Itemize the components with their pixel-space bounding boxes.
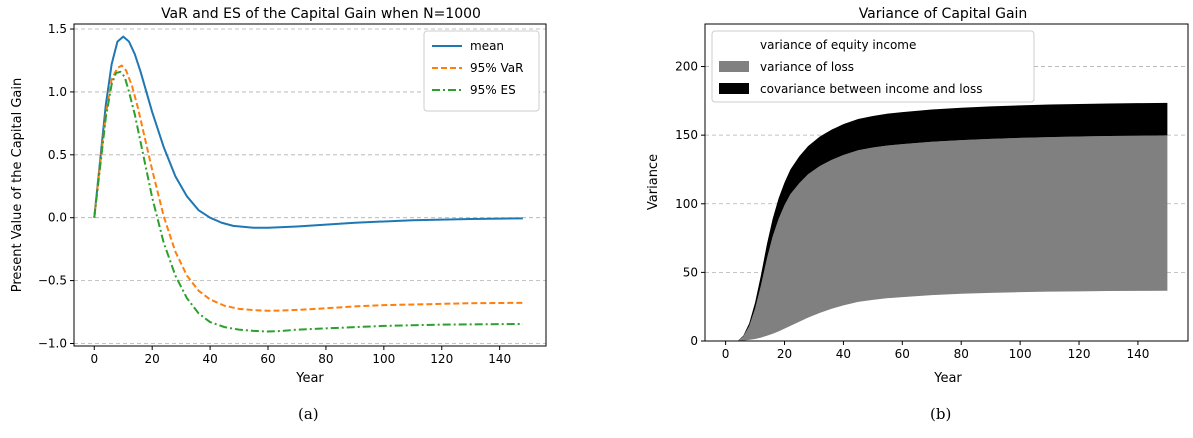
- chart-b-areas: [737, 102, 1168, 341]
- chart-a-x-ticks: 0 20 40 60 80 100 120 140: [90, 346, 511, 366]
- chart-a-y-tick-label: −0.5: [38, 274, 67, 288]
- chart-b-x-label: Year: [933, 371, 962, 386]
- chart-a-series: [93, 35, 523, 333]
- chart-a-y-tick-label: 0.0: [48, 211, 67, 225]
- chart-b-x-tick-label: 120: [1068, 347, 1091, 361]
- chart-b-plot-frame: [704, 23, 1189, 342]
- chart-b-y-label: Variance: [646, 154, 661, 210]
- chart-a-plot-frame: [73, 23, 547, 347]
- chart-b-x-ticks: 0 20 40 60 80 100 120 140: [722, 341, 1149, 361]
- chart-a-y-label: Present Value of the Capital Gain: [10, 78, 25, 292]
- chart-b-y-tick-label: 50: [683, 265, 698, 279]
- chart-b-y-tick-label: 0: [690, 334, 698, 348]
- chart-b-legend-swatch: [719, 61, 749, 72]
- chart-b-x-tick-label: 100: [1009, 347, 1032, 361]
- chart-a-x-tick-label: 100: [372, 352, 395, 366]
- chart-b-y-tick-label: 100: [675, 197, 698, 211]
- chart-a-title: VaR and ES of the Capital Gain when N=10…: [161, 6, 481, 22]
- chart-a: VaR and ES of the Capital Gain when N=10…: [10, 6, 547, 386]
- chart-a-panel-label: (a): [298, 405, 319, 423]
- chart-a-series-line-1: [93, 64, 523, 312]
- chart-b-y-ticks: 0 50 100 150 200: [675, 60, 705, 348]
- chart-b-legend: variance of equity income variance of los…: [711, 30, 1035, 103]
- chart-b-panel-label: (b): [930, 405, 952, 423]
- chart-b-x-tick-label: 60: [895, 347, 910, 361]
- chart-b-x-tick-label: 80: [954, 347, 969, 361]
- chart-a-y-ticks: −1.0 −0.5 0.0 0.5 1.0 1.5: [38, 22, 74, 350]
- chart-a-x-tick-label: 20: [145, 352, 160, 366]
- chart-b-area-2: [737, 102, 1168, 341]
- chart-a-x-label: Year: [295, 371, 324, 386]
- chart-a-x-tick-label: 120: [430, 352, 453, 366]
- chart-a-y-tick-label: 1.5: [48, 22, 67, 36]
- chart-a-y-tick-label: 1.0: [48, 85, 67, 99]
- chart-b-y-tick-label: 200: [675, 60, 698, 74]
- chart-a-legend-label: mean: [470, 39, 504, 53]
- chart-a-series-line-2: [93, 70, 523, 333]
- chart-b-area-0: [737, 290, 1168, 341]
- chart-b-x-tick-label: 40: [836, 347, 851, 361]
- chart-b-legend-label: variance of loss: [760, 60, 854, 74]
- chart-b-legend-swatch: [719, 39, 749, 50]
- chart-b-x-tick-label: 0: [722, 347, 730, 361]
- chart-a-y-tick-label: 0.5: [48, 148, 67, 162]
- chart-a-legend: mean 95% VaR 95% ES: [423, 30, 540, 112]
- chart-b-x-tick-label: 20: [777, 347, 792, 361]
- chart-a-x-tick-label: 40: [202, 352, 217, 366]
- chart-a-y-tick-label: −1.0: [38, 336, 67, 350]
- chart-b-title: Variance of Capital Gain: [859, 6, 1028, 22]
- chart-a-x-tick-label: 60: [260, 352, 275, 366]
- chart-b-legend-label: covariance between income and loss: [760, 82, 982, 96]
- chart-a-x-tick-label: 140: [488, 352, 511, 366]
- chart-b-legend-swatch: [719, 83, 749, 94]
- chart-b-y-tick-label: 150: [675, 128, 698, 142]
- chart-b-legend-box: [711, 30, 1035, 103]
- chart-b-area-1: [737, 135, 1168, 341]
- chart-a-legend-label: 95% VaR: [470, 61, 523, 75]
- chart-a-series-line-0: [93, 35, 523, 229]
- chart-b-legend-label: variance of equity income: [760, 38, 916, 52]
- chart-a-x-tick-label: 80: [318, 352, 333, 366]
- chart-a-legend-label: 95% ES: [470, 83, 516, 97]
- chart-b-x-tick-label: 140: [1126, 347, 1149, 361]
- chart-b: Variance of Capital Gain 0 20 40 60 80 100 120…: [646, 6, 1189, 386]
- chart-a-x-tick-label: 0: [90, 352, 98, 366]
